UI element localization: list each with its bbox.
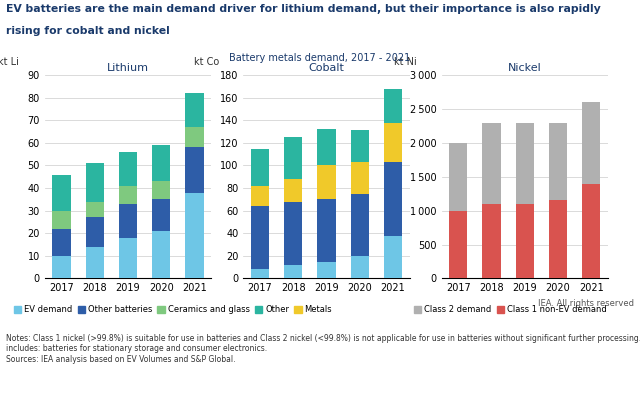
Bar bbox=[119, 204, 137, 238]
Y-axis label: kt Li: kt Li bbox=[0, 57, 19, 67]
Bar bbox=[86, 201, 104, 217]
Bar bbox=[186, 147, 204, 193]
Legend: Class 2 demand, Class 1 non-EV demand: Class 2 demand, Class 1 non-EV demand bbox=[411, 302, 610, 318]
Bar bbox=[186, 127, 204, 147]
Bar bbox=[152, 145, 170, 181]
Bar bbox=[119, 152, 137, 186]
Bar bbox=[384, 235, 402, 278]
Title: Cobalt: Cobalt bbox=[308, 63, 344, 73]
Bar bbox=[317, 261, 335, 278]
Legend: EV demand, Other batteries, Ceramics and glass, Other, Metals: EV demand, Other batteries, Ceramics and… bbox=[11, 302, 335, 318]
Bar bbox=[582, 184, 600, 278]
Bar bbox=[549, 201, 567, 278]
Bar bbox=[284, 179, 302, 201]
Bar bbox=[384, 162, 402, 235]
Bar bbox=[186, 93, 204, 127]
Bar bbox=[52, 229, 70, 256]
Bar bbox=[351, 194, 369, 256]
Bar bbox=[86, 163, 104, 201]
Bar bbox=[52, 211, 70, 229]
Bar bbox=[351, 256, 369, 278]
Bar bbox=[251, 186, 269, 206]
Bar bbox=[52, 175, 70, 211]
Text: rising for cobalt and nickel: rising for cobalt and nickel bbox=[6, 26, 170, 36]
Bar bbox=[86, 217, 104, 247]
Text: EV batteries are the main demand driver for lithium demand, but their importance: EV batteries are the main demand driver … bbox=[6, 4, 601, 14]
Y-axis label: kt Co: kt Co bbox=[194, 57, 220, 67]
Bar bbox=[317, 199, 335, 261]
Bar bbox=[284, 201, 302, 265]
Bar bbox=[351, 162, 369, 194]
Bar bbox=[152, 199, 170, 231]
Bar bbox=[86, 247, 104, 278]
Bar bbox=[483, 122, 500, 204]
Bar bbox=[119, 238, 137, 278]
Bar bbox=[449, 211, 467, 278]
Bar bbox=[251, 269, 269, 278]
Bar bbox=[516, 122, 534, 204]
Text: IEA. All rights reserved: IEA. All rights reserved bbox=[538, 299, 634, 308]
Bar bbox=[317, 166, 335, 199]
Text: Battery metals demand, 2017 - 2021: Battery metals demand, 2017 - 2021 bbox=[229, 53, 411, 63]
Title: Nickel: Nickel bbox=[508, 63, 541, 73]
Bar bbox=[449, 143, 467, 211]
Bar bbox=[384, 88, 402, 122]
Bar bbox=[516, 204, 534, 278]
Text: Notes: Class 1 nickel (>99.8%) is suitable for use in batteries and Class 2 nick: Notes: Class 1 nickel (>99.8%) is suitab… bbox=[6, 334, 640, 363]
Bar bbox=[186, 193, 204, 278]
Bar bbox=[549, 122, 567, 201]
Bar bbox=[52, 256, 70, 278]
Y-axis label: kt Ni: kt Ni bbox=[394, 57, 417, 67]
Bar bbox=[251, 149, 269, 186]
Bar bbox=[582, 102, 600, 184]
Bar bbox=[317, 129, 335, 166]
Bar bbox=[119, 186, 137, 204]
Bar bbox=[152, 231, 170, 278]
Bar bbox=[251, 206, 269, 269]
Bar bbox=[483, 204, 500, 278]
Bar bbox=[284, 265, 302, 278]
Bar bbox=[351, 130, 369, 162]
Bar bbox=[152, 181, 170, 199]
Bar bbox=[384, 122, 402, 162]
Title: Lithium: Lithium bbox=[107, 63, 149, 73]
Bar bbox=[284, 137, 302, 179]
